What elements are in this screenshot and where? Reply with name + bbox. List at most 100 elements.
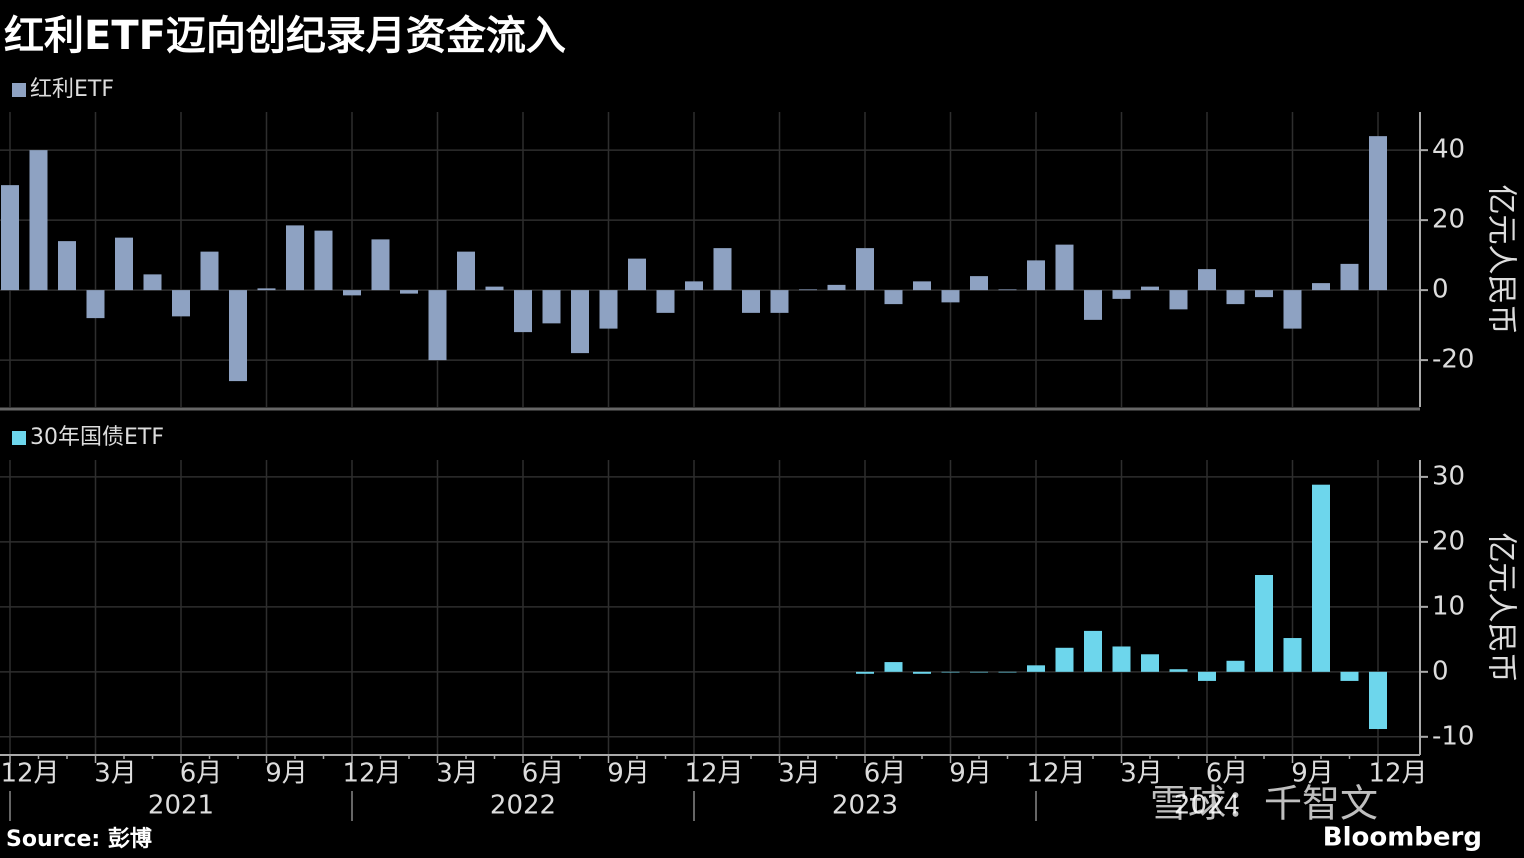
y-tick-label: 30	[1432, 461, 1465, 491]
bar	[457, 251, 475, 291]
bar	[1, 185, 19, 291]
bar	[856, 671, 874, 674]
bar	[143, 274, 162, 291]
y-axis-label: 亿元人民币	[1484, 533, 1519, 683]
y-axis-label: 亿元人民币	[1484, 185, 1519, 335]
bar	[86, 290, 105, 319]
bar	[856, 248, 874, 291]
bar	[485, 286, 504, 291]
x-tick-label: 12月	[0, 759, 59, 789]
legend-label: 30年国债ETF	[30, 425, 164, 450]
bar	[970, 276, 988, 291]
bar	[884, 290, 903, 305]
x-tick-label: 3月	[94, 759, 137, 789]
x-tick-label: 9月	[607, 759, 650, 789]
bar	[343, 290, 361, 296]
bar	[371, 239, 390, 291]
x-tick-label: 6月	[864, 759, 907, 789]
bar	[1084, 290, 1102, 320]
y-tick-label: -20	[1432, 345, 1474, 375]
bar	[998, 289, 1017, 291]
bar	[628, 258, 646, 291]
x-tick-label: 9月	[949, 759, 992, 789]
x-tick-label: 3月	[436, 759, 479, 789]
bar	[314, 230, 333, 291]
bar	[713, 248, 732, 291]
year-label: 2022	[490, 791, 556, 821]
bar	[1141, 286, 1159, 291]
bar	[656, 290, 675, 313]
bar	[827, 284, 846, 291]
bar	[1283, 290, 1302, 329]
watermark: 雪球：千智文	[1150, 782, 1378, 826]
bar	[1340, 671, 1359, 681]
bar	[229, 290, 247, 382]
source: Source: 彭博	[6, 826, 152, 852]
year-label: 2023	[832, 791, 898, 821]
x-tick-label: 12月	[1368, 759, 1427, 789]
x-tick-label: 3月	[778, 759, 821, 789]
bar	[428, 290, 447, 361]
y-tick-label: 40	[1432, 135, 1465, 165]
x-tick-label: 9月	[265, 759, 308, 789]
bar	[1141, 654, 1159, 672]
bar	[1198, 269, 1216, 291]
y-tick-label: 0	[1432, 275, 1449, 305]
legend-swatch	[12, 431, 26, 445]
x-tick-label: 12月	[684, 759, 743, 789]
bar	[742, 290, 760, 313]
bar	[770, 290, 789, 313]
x-tick-label: 6月	[180, 759, 223, 789]
bar	[200, 251, 219, 291]
bar	[1369, 136, 1387, 291]
x-tick-label: 9月	[1291, 759, 1334, 789]
bar	[599, 290, 618, 329]
bar	[884, 662, 903, 672]
bar	[1283, 638, 1302, 672]
bar	[257, 288, 276, 291]
bar	[1255, 290, 1273, 298]
x-tick-label: 6月	[1206, 759, 1249, 789]
bar	[913, 671, 931, 674]
bar	[286, 225, 304, 291]
bar	[913, 281, 931, 291]
bar	[514, 290, 532, 333]
brand: Bloomberg	[1323, 823, 1482, 853]
legend-label: 红利ETF	[30, 77, 114, 102]
bar	[1112, 290, 1131, 299]
bar	[1084, 630, 1102, 672]
bar	[1169, 669, 1188, 672]
chart-title: 红利ETF迈向创纪录月资金流入	[4, 13, 566, 59]
y-tick-label: 20	[1432, 526, 1465, 556]
bar	[542, 290, 561, 324]
bar	[1226, 290, 1245, 305]
bar	[1198, 671, 1216, 681]
bar	[1369, 671, 1387, 730]
bar	[1226, 660, 1245, 672]
x-tick-label: 12月	[342, 759, 401, 789]
bar	[1312, 283, 1330, 291]
x-tick-label: 3月	[1120, 759, 1163, 789]
y-tick-label: -10	[1432, 721, 1474, 751]
bar	[1312, 484, 1330, 672]
bar	[1027, 260, 1045, 291]
bar	[29, 150, 48, 291]
bar	[172, 290, 190, 317]
bar	[970, 671, 988, 673]
year-label: 2024	[1174, 791, 1240, 821]
year-label: 2021	[148, 791, 214, 821]
bar	[1340, 263, 1359, 291]
bar	[1112, 646, 1131, 672]
bar	[1027, 665, 1045, 672]
bar	[58, 241, 76, 291]
x-tick-label: 6月	[522, 759, 565, 789]
bar	[1055, 244, 1074, 291]
y-tick-label: 10	[1432, 591, 1465, 621]
bar	[998, 671, 1017, 673]
bar	[941, 671, 960, 673]
y-tick-label: 20	[1432, 205, 1465, 235]
bar	[1255, 575, 1273, 672]
y-tick-label: 0	[1432, 656, 1449, 686]
